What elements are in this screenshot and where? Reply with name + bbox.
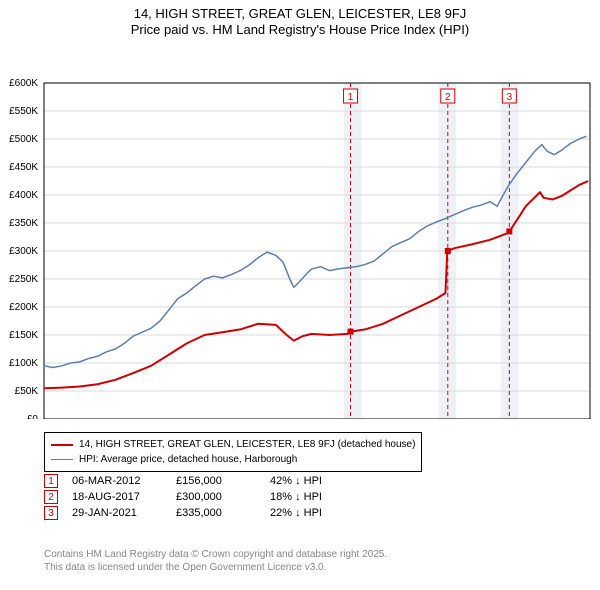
title-line-2: Price paid vs. HM Land Registry's House … [0,22,600,38]
legend-swatch [51,444,73,446]
event-delta: 22% ↓ HPI [270,507,322,519]
legend-label: HPI: Average price, detached house, Harb… [79,452,297,467]
chart-titles: 14, HIGH STREET, GREAT GLEN, LEICESTER, … [0,0,600,39]
svg-text:£300K: £300K [9,246,38,257]
event-price: £335,000 [176,507,256,519]
event-row: 2 18-AUG-2017 £300,000 18% ↓ HPI [44,490,322,504]
event-row: 1 06-MAR-2012 £156,000 42% ↓ HPI [44,474,322,488]
event-marker: 3 [44,506,58,520]
svg-text:2: 2 [445,92,451,103]
svg-text:£400K: £400K [9,190,38,201]
svg-text:£450K: £450K [9,162,38,173]
chart-legend: 14, HIGH STREET, GREAT GLEN, LEICESTER, … [44,432,422,472]
event-date: 18-AUG-2017 [72,491,162,503]
event-marker: 1 [44,474,58,488]
svg-text:£350K: £350K [9,218,38,229]
svg-text:£0: £0 [27,414,39,419]
svg-text:1: 1 [348,92,354,103]
svg-text:£250K: £250K [9,274,38,285]
svg-text:£500K: £500K [9,134,38,145]
legend-item: 14, HIGH STREET, GREAT GLEN, LEICESTER, … [51,437,415,452]
line-chart: £0 £50K £100K £150K £200K £250K £300K £350K £400… [0,39,600,419]
footer-attribution: Contains HM Land Registry data © Crown c… [44,548,387,574]
title-line-1: 14, HIGH STREET, GREAT GLEN, LEICESTER, … [0,6,600,22]
footer-line-1: Contains HM Land Registry data © Crown c… [44,548,387,561]
event-marker: 2 [44,490,58,504]
svg-text:£150K: £150K [9,330,38,341]
event-table: 1 06-MAR-2012 £156,000 42% ↓ HPI 2 18-AUG-201… [44,474,322,522]
svg-text:£50K: £50K [15,386,39,397]
svg-text:£100K: £100K [9,358,38,369]
event-row: 3 29-JAN-2021 £335,000 22% ↓ HPI [44,506,322,520]
legend-swatch [51,459,73,460]
footer-line-2: This data is licensed under the Open Gov… [44,561,387,574]
svg-text:3: 3 [507,92,513,103]
event-date: 06-MAR-2012 [72,475,162,487]
legend-label: 14, HIGH STREET, GREAT GLEN, LEICESTER, … [79,437,415,452]
event-delta: 18% ↓ HPI [270,491,322,503]
svg-text:£600K: £600K [9,78,38,89]
event-delta: 42% ↓ HPI [270,475,322,487]
svg-text:£200K: £200K [9,302,38,313]
svg-text:£550K: £550K [9,106,38,117]
event-price: £300,000 [176,491,256,503]
legend-item: HPI: Average price, detached house, Harb… [51,452,415,467]
event-price: £156,000 [176,475,256,487]
event-date: 29-JAN-2021 [72,507,162,519]
chart-container: 14, HIGH STREET, GREAT GLEN, LEICESTER, … [0,0,600,590]
